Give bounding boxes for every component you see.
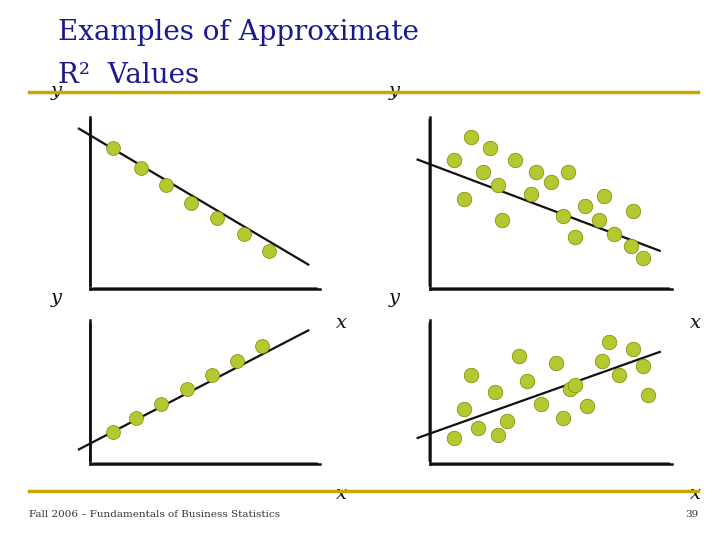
Text: y: y	[389, 82, 400, 100]
Point	[564, 385, 576, 394]
Point	[156, 399, 167, 408]
Point	[107, 428, 119, 436]
Text: x: x	[690, 485, 701, 503]
Point	[477, 167, 489, 176]
Text: x: x	[336, 314, 347, 332]
Point	[608, 230, 619, 238]
Point	[458, 405, 469, 414]
Point	[135, 164, 147, 173]
Point	[570, 233, 581, 241]
Point	[625, 241, 636, 250]
Point	[613, 370, 624, 379]
Text: R²  Values: R² Values	[58, 62, 199, 89]
Point	[107, 143, 119, 152]
Point	[545, 178, 557, 186]
Point	[627, 207, 639, 215]
Point	[526, 190, 537, 198]
Point	[256, 342, 268, 350]
Point	[581, 402, 593, 411]
Point	[181, 385, 192, 394]
Text: y: y	[50, 82, 62, 100]
Point	[458, 195, 469, 204]
Point	[186, 198, 197, 207]
Point	[557, 212, 569, 221]
Point	[465, 133, 477, 141]
Point	[521, 376, 532, 385]
Point	[238, 230, 250, 238]
Point	[497, 215, 508, 224]
Point	[603, 338, 615, 346]
Point	[593, 215, 605, 224]
Point	[211, 214, 222, 222]
Point	[502, 416, 513, 425]
Point	[490, 388, 501, 396]
Point	[536, 399, 547, 408]
Point	[598, 191, 610, 200]
Text: 39: 39	[685, 510, 698, 519]
Point	[642, 390, 654, 399]
Text: Examples of Approximate: Examples of Approximate	[58, 19, 418, 46]
Point	[562, 167, 574, 176]
Point	[264, 246, 275, 255]
Point	[570, 381, 581, 389]
Point	[579, 202, 590, 211]
Point	[627, 345, 639, 353]
Text: y: y	[50, 289, 62, 307]
Text: x: x	[690, 314, 701, 332]
Point	[465, 370, 477, 379]
Point	[531, 167, 542, 176]
Point	[449, 434, 460, 442]
Point	[492, 181, 503, 190]
Point	[513, 352, 525, 361]
Point	[130, 414, 142, 422]
Text: x: x	[336, 485, 347, 503]
Point	[637, 362, 649, 370]
Point	[231, 356, 243, 365]
Point	[206, 370, 217, 379]
Point	[161, 181, 172, 190]
Point	[557, 414, 569, 422]
Text: y: y	[389, 289, 400, 307]
Point	[472, 423, 484, 432]
Point	[550, 359, 562, 368]
Point	[492, 431, 503, 440]
Point	[485, 143, 496, 152]
Point	[637, 253, 649, 262]
Point	[449, 156, 460, 164]
Point	[509, 156, 521, 164]
Point	[596, 356, 608, 365]
Text: Fall 2006 – Fundamentals of Business Statistics: Fall 2006 – Fundamentals of Business Sta…	[29, 510, 280, 519]
